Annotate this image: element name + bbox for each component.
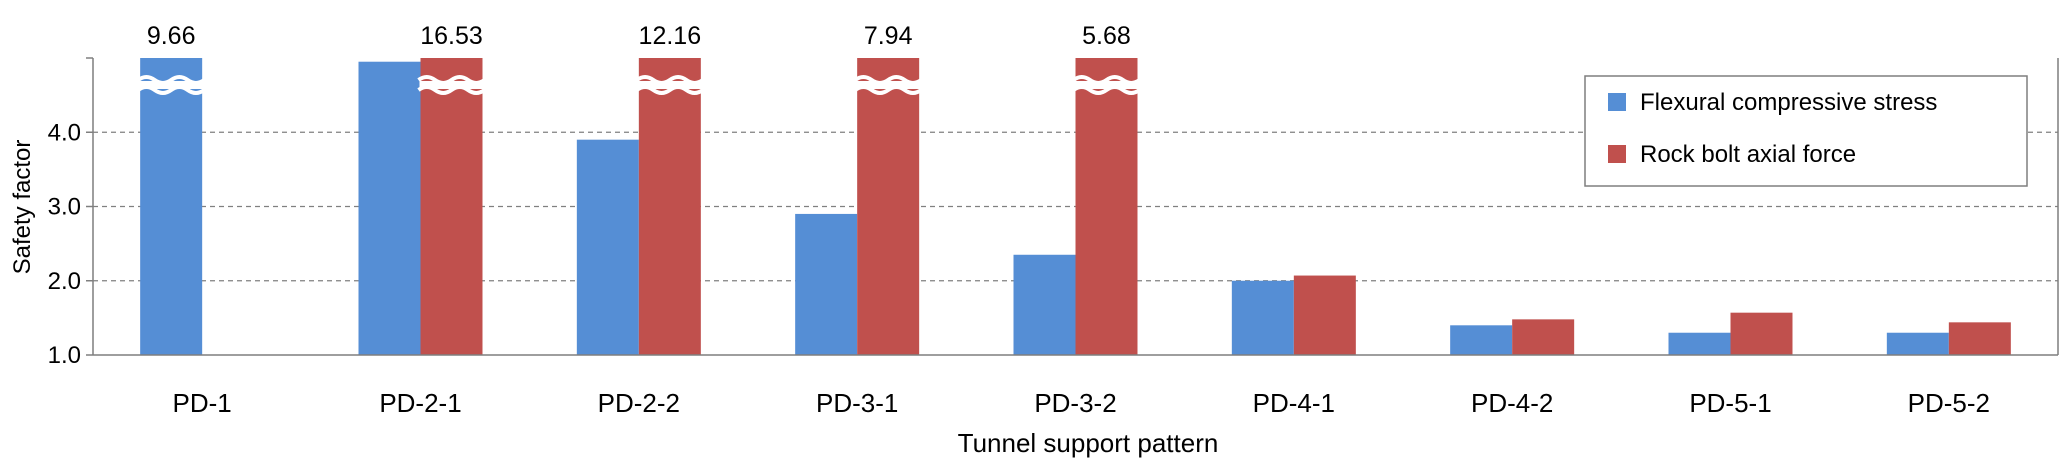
y-tick-label: 2.0: [48, 268, 81, 295]
legend: Flexural compressive stress Rock bolt ax…: [1584, 75, 2028, 187]
x-tick-label: PD-5-1: [1689, 388, 1771, 418]
x-tick-label: PD-1: [173, 388, 232, 418]
legend-box: [1584, 75, 2028, 187]
value-label-pd-2-2: 12.16: [639, 22, 702, 50]
bar-flexural-pd-2-1: [358, 61, 421, 356]
x-tick-label: PD-2-2: [598, 388, 680, 418]
x-tick-label: PD-3-2: [1034, 388, 1116, 418]
y-tick-label: 3.0: [48, 194, 81, 221]
value-label-pd-1: 9.66: [147, 22, 196, 50]
x-tick-label: PD-2-1: [379, 388, 461, 418]
bar-flexural-pd-3-2: [1013, 254, 1076, 355]
bars: [136, 58, 2011, 356]
legend-label-rockbolt: Rock bolt axial force: [1640, 141, 1856, 168]
value-label-pd-3-1: 7.94: [864, 22, 913, 50]
bar-flexural-pd-1: [140, 58, 203, 355]
bar-rockbolt-pd-5-2: [1948, 322, 2011, 355]
bar-flexural-pd-4-1: [1231, 280, 1294, 355]
x-axis-title: Tunnel support pattern: [958, 428, 1219, 458]
bar-flexural-pd-5-2: [1886, 332, 1949, 355]
value-label-pd-2-1: 16.53: [420, 22, 483, 50]
bar-rockbolt-pd-2-1: [420, 58, 483, 355]
y-tick-label: 4.0: [48, 119, 81, 146]
value-label-pd-3-2: 5.68: [1082, 22, 1131, 50]
axis-break-gap: [419, 81, 484, 89]
value-annotations: 9.66 16.53 12.16 7.94 5.68: [147, 22, 1131, 50]
legend-label-flexural: Flexural compressive stress: [1640, 89, 1937, 116]
bar-rockbolt-pd-3-2: [1075, 58, 1138, 355]
axis-break-gap: [856, 81, 921, 89]
bar-rockbolt-pd-4-1: [1293, 275, 1356, 355]
y-ticks: 1.0 2.0 3.0 4.0: [48, 57, 93, 369]
x-tick-label: PD-3-1: [816, 388, 898, 418]
bar-rockbolt-pd-4-2: [1512, 319, 1575, 355]
axis-break-gap: [1074, 81, 1139, 89]
x-tick-label: PD-4-1: [1253, 388, 1335, 418]
x-tick-label: PD-4-2: [1471, 388, 1553, 418]
x-tick-label: PD-5-2: [1908, 388, 1990, 418]
bar-flexural-pd-5-1: [1668, 332, 1731, 355]
y-tick-label: 1.0: [48, 342, 81, 369]
axis-break-gap: [637, 81, 702, 89]
bar-rockbolt-pd-2-2: [638, 58, 701, 355]
bar-rockbolt-pd-3-1: [857, 58, 920, 355]
axis-break-gap: [139, 81, 204, 89]
legend-swatch-rockbolt: [1608, 145, 1626, 163]
bar-flexural-pd-3-1: [795, 213, 858, 355]
bar-flexural-pd-4-2: [1450, 325, 1513, 355]
x-tick-labels: PD-1 PD-2-1 PD-2-2 PD-3-1 PD-3-2 PD-4-1 PD-4-2…: [173, 388, 1990, 418]
bar-rockbolt-pd-5-1: [1730, 312, 1793, 355]
legend-swatch-flexural: [1608, 93, 1626, 111]
bar-flexural-pd-2-2: [576, 139, 639, 355]
y-axis-title: Safety factor: [9, 140, 36, 275]
